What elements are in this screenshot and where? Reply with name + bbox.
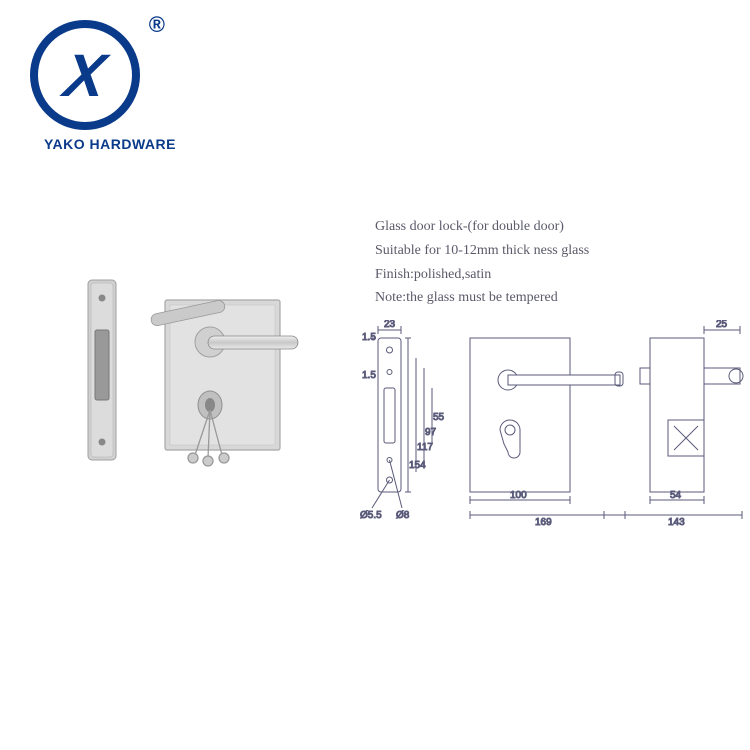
brand-logo: ® X YAKO HARDWARE bbox=[30, 20, 190, 152]
side-view-drawing: 25 54 143 bbox=[604, 320, 743, 528]
dim-1-5b: 1.5 bbox=[362, 370, 376, 381]
desc-line-4: Note:the glass must be tempered bbox=[375, 286, 589, 310]
product-description: Glass door lock-(for double door) Suitab… bbox=[375, 215, 589, 310]
dim-169: 169 bbox=[535, 517, 552, 528]
dim-117: 117 bbox=[417, 442, 433, 453]
dim-25: 25 bbox=[716, 320, 728, 330]
product-photo bbox=[80, 260, 360, 480]
front-view-drawing: 100 169 bbox=[470, 338, 625, 528]
technical-diagram: 23 1.5 1.5 55 97 117 154 Ø5.5 bbox=[360, 320, 750, 540]
dim-phi55: Ø5.5 bbox=[360, 510, 382, 521]
dim-55: 55 bbox=[433, 412, 445, 423]
logo-circle: ® X bbox=[30, 20, 140, 130]
logo-letter: X bbox=[60, 41, 110, 110]
desc-line-2: Suitable for 10-12mm thick ness glass bbox=[375, 239, 589, 263]
dim-54: 54 bbox=[670, 490, 682, 501]
dim-143: 143 bbox=[668, 517, 685, 528]
brand-name: YAKO HARDWARE bbox=[30, 136, 190, 152]
dim-97: 97 bbox=[425, 427, 437, 438]
desc-line-1: Glass door lock-(for double door) bbox=[375, 215, 589, 239]
dim-100: 100 bbox=[510, 490, 527, 501]
lock-body-photo bbox=[150, 299, 298, 466]
logo-inner-circle: X bbox=[38, 28, 132, 122]
dim-23: 23 bbox=[384, 320, 396, 330]
desc-line-3: Finish:polished,satin bbox=[375, 263, 589, 287]
dim-154: 154 bbox=[409, 460, 426, 471]
registered-mark: ® bbox=[149, 12, 165, 38]
dim-phi8: Ø8 bbox=[396, 510, 410, 521]
strike-plate-drawing: 23 1.5 1.5 55 97 117 154 Ø5.5 bbox=[360, 320, 445, 521]
strike-plate-photo bbox=[88, 280, 116, 460]
